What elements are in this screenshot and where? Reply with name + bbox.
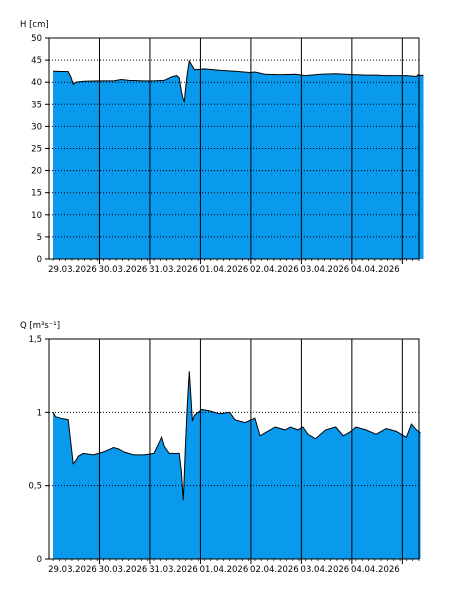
x-tick-label: 03.04.2026 — [301, 565, 350, 575]
y-tick-label: 0 — [37, 555, 42, 565]
x-tick-label: 30.03.2026 — [99, 565, 148, 575]
x-tick-label: 02.04.2026 — [250, 565, 299, 575]
x-tick-label: 31.03.2026 — [149, 265, 198, 275]
x-tick-label: 29.03.2026 — [48, 565, 97, 575]
y-tick-label: 15 — [31, 189, 42, 199]
x-tick-label: 03.04.2026 — [301, 265, 350, 275]
y-tick-label: 0,5 — [28, 482, 42, 492]
discharge-chart: Q [m³s⁻¹] 0 0,5 1 1,5 29.03.2026 30.03.2026 31… — [20, 321, 421, 575]
y-tick-label: 1,5 — [28, 335, 42, 345]
y-axis-title: H [cm] — [20, 20, 49, 30]
y-tick-label: 30 — [31, 122, 42, 132]
x-tick-label: 01.04.2026 — [200, 565, 249, 575]
x-tick-label: 29.03.2026 — [48, 265, 97, 275]
y-tick-label: 25 — [31, 145, 42, 155]
water-level-chart: H [cm] 0 5 10 15 20 25 30 35 40 45 50 29.03.2026 30.… — [20, 20, 424, 275]
x-tick-label: 04.04.2026 — [351, 265, 400, 275]
x-tick-label: 31.03.2026 — [149, 565, 198, 575]
x-tick-label: 02.04.2026 — [250, 265, 299, 275]
y-tick-label: 50 — [31, 34, 42, 44]
series-line — [52, 59, 424, 103]
y-tick-label: 20 — [31, 167, 42, 177]
y-tick-label: 35 — [31, 100, 42, 110]
y-tick-label: 5 — [37, 233, 42, 243]
y-tick-label: 0 — [37, 255, 42, 265]
y-tick-label: 1 — [37, 408, 42, 418]
plot-frame — [48, 338, 420, 560]
x-tick-label: 01.04.2026 — [200, 265, 249, 275]
x-tick-label: 04.04.2026 — [351, 565, 400, 575]
y-axis-title: Q [m³s⁻¹] — [20, 321, 60, 331]
series-area — [53, 61, 424, 259]
series-area — [53, 371, 421, 559]
x-tick-label: 30.03.2026 — [99, 265, 148, 275]
series-line — [52, 371, 421, 501]
y-tick-label: 10 — [31, 211, 42, 221]
y-tick-label: 45 — [31, 56, 42, 66]
y-tick-label: 40 — [31, 78, 42, 88]
